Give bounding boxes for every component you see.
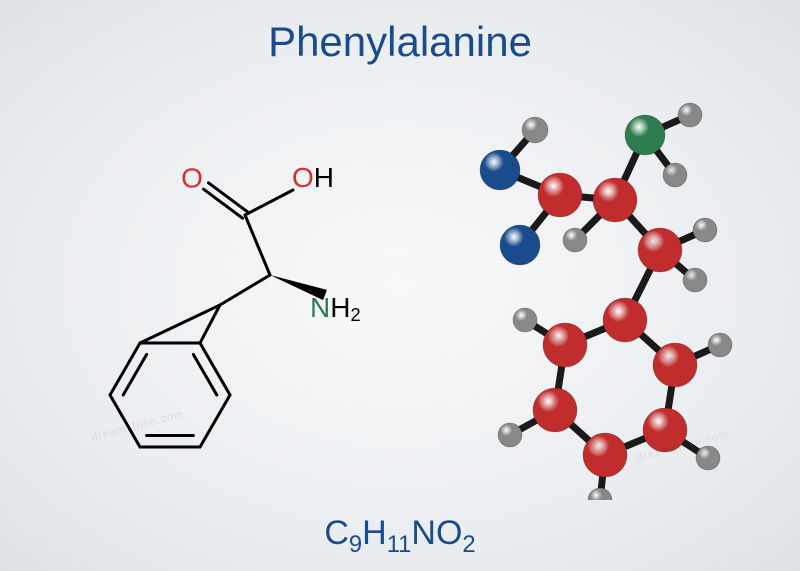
atom-c xyxy=(603,298,647,342)
atom-c xyxy=(538,173,582,217)
atom-h xyxy=(683,268,707,292)
diagram-canvas: Phenylalanine OOHNH2 C9H11NO2 dreamstime… xyxy=(0,0,800,571)
atom-c xyxy=(653,343,697,387)
atom-h xyxy=(696,446,720,470)
atom-h xyxy=(588,488,612,500)
molecule-title: Phenylalanine xyxy=(0,18,800,66)
svg-text:NH2: NH2 xyxy=(310,292,360,324)
atom-h xyxy=(693,218,717,242)
atom-c xyxy=(643,408,687,452)
svg-text:OH: OH xyxy=(292,162,334,193)
atom-h xyxy=(563,228,587,252)
structural-formula: O OH NH2 xyxy=(50,85,360,495)
atom-c xyxy=(593,178,637,222)
atom-h xyxy=(522,117,548,143)
atom-c xyxy=(638,228,682,272)
atom-o xyxy=(500,225,540,265)
atom-n xyxy=(625,115,665,155)
molecular-formula: C9H11NO2 xyxy=(0,514,800,553)
atom-h xyxy=(678,103,702,127)
atom-h xyxy=(663,163,687,187)
atom-o xyxy=(480,150,520,190)
ball-stick-model xyxy=(430,80,750,500)
atom-c xyxy=(583,433,627,477)
atom-c xyxy=(543,323,587,367)
atom-h xyxy=(708,333,732,357)
svg-text:O: O xyxy=(181,162,203,193)
atom-h xyxy=(513,308,537,332)
atom-h xyxy=(498,423,522,447)
atom-c xyxy=(533,388,577,432)
